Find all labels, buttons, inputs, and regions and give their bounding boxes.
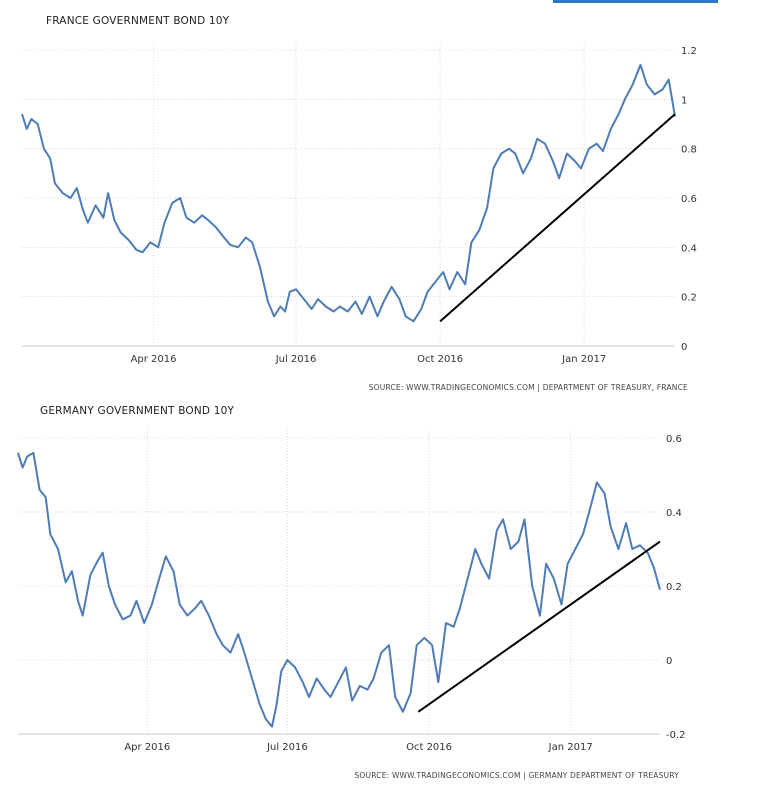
y-tick-label: 0.4 [666, 508, 682, 519]
y-tick-label: 0.4 [681, 243, 697, 254]
x-tick-label: Jan 2017 [548, 742, 593, 753]
y-tick-label: 0 [666, 656, 672, 667]
y-tick-label: 1.2 [681, 46, 697, 57]
france-chart-svg: 1.2 1 0.8 0.6 0.4 0.2 0 Apr 2016 Jul 2016 Oct 201… [21, 42, 697, 365]
y-tick-label: 0.2 [666, 582, 682, 593]
chart-source: SOURCE: WWW.TRADINGECONOMICS.COM | GERMA… [354, 771, 679, 780]
top-accent-bar [553, 0, 718, 3]
trendline [439, 113, 676, 323]
y-tick-label: 1 [681, 95, 687, 106]
chart-title: FRANCE GOVERNMENT BOND 10Y [46, 15, 230, 27]
y-tick-label: 0.2 [681, 293, 697, 304]
germany-chart-svg: 0.6 0.4 0.2 0 -0.2 Apr 2016 Jul 2016 Oct 2016 Ja… [17, 430, 686, 753]
x-tick-label: Oct 2016 [406, 742, 452, 753]
x-tick-label: Oct 2016 [417, 354, 463, 365]
y-tick-label: 0 [681, 342, 687, 353]
france-bond-chart: 1.2 1 0.8 0.6 0.4 0.2 0 Apr 2016 Jul 2016 Oct 201… [21, 15, 697, 392]
trendline [417, 540, 661, 713]
x-tick-label: Apr 2016 [131, 354, 177, 365]
series-line [21, 63, 676, 323]
y-tick-label: -0.2 [666, 730, 686, 741]
x-tick-label: Apr 2016 [124, 742, 170, 753]
y-tick-label: 0.8 [681, 145, 697, 156]
series-line [17, 451, 661, 728]
chart-source: SOURCE: WWW.TRADINGECONOMICS.COM | DEPAR… [368, 383, 688, 392]
x-tick-label: Jul 2016 [275, 354, 317, 365]
y-tick-label: 0.6 [681, 194, 697, 205]
x-tick-label: Jul 2016 [266, 742, 308, 753]
chart-title: GERMANY GOVERNMENT BOND 10Y [40, 405, 235, 417]
germany-bond-chart: 0.6 0.4 0.2 0 -0.2 Apr 2016 Jul 2016 Oct 2016 Ja… [0, 395, 759, 788]
x-tick-label: Jan 2017 [561, 354, 606, 365]
y-tick-label: 0.6 [666, 434, 682, 445]
